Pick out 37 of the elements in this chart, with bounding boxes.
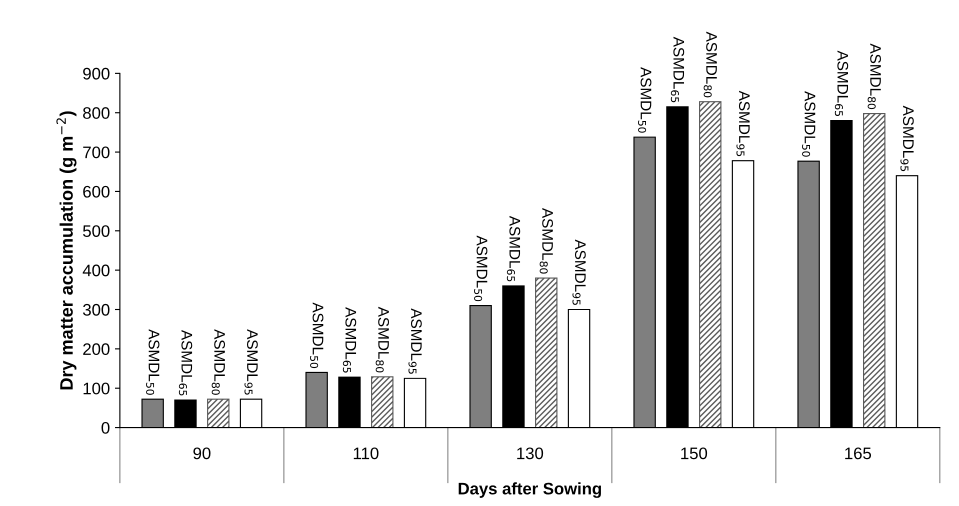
x-tick-label: 165 <box>845 447 872 460</box>
text: ASMDL$_{50}$ <box>638 67 652 133</box>
text: ASMDL$_{95}$ <box>736 90 750 156</box>
y-tick-label: 900 <box>83 68 110 80</box>
y-tick-label: 800 <box>83 107 110 119</box>
x-tick-label: 90 <box>193 447 210 460</box>
text: ASMDL$_{80}$ <box>540 208 553 274</box>
y-tick-label: 100 <box>84 382 110 394</box>
text: ASMDL$_{65}$ <box>342 307 356 373</box>
text: ASMDL$_{80}$ <box>868 43 881 110</box>
x-tick-label: 110 <box>354 447 378 460</box>
y-tick-label: 400 <box>82 264 110 276</box>
text: ASMDL$_{65}$ <box>834 50 848 116</box>
text: ASMDL$_{80}$ <box>704 32 717 98</box>
text: ASMDL$_{95}$ <box>572 239 586 305</box>
y-tick-label: 700 <box>83 146 110 158</box>
text: ASMDL$_{80}$ <box>212 329 226 395</box>
text: ASMDL$_{50}$ <box>802 91 816 157</box>
text: ASMDL$_{95}$ <box>900 106 914 172</box>
text: ASMDL$_{65}$ <box>178 330 192 396</box>
text: ASMDL$_{95}$ <box>408 308 422 374</box>
y-tick-label: 500 <box>83 225 110 237</box>
x-tick-label: 150 <box>681 447 708 460</box>
text: ASMDL$_{95}$ <box>244 329 258 395</box>
y-axis-title: Dry matter accumulation (g m$^{−2}$) <box>56 111 77 390</box>
text: ASMDL$_{50}$ <box>146 329 160 395</box>
y-tick-label: 300 <box>82 304 110 316</box>
text: ASMDL$_{50}$ <box>474 236 488 302</box>
text: ASMDL$_{65}$ <box>670 36 684 102</box>
x-tick-label: 130 <box>517 447 544 460</box>
text: ASMDL$_{65}$ <box>506 216 520 282</box>
text: ASMDL$_{80}$ <box>376 306 389 372</box>
x-axis-title: Days after Sowing <box>458 482 601 498</box>
text: ASMDL$_{50}$ <box>310 302 324 368</box>
y-tick-label: 600 <box>83 186 110 198</box>
y-tick-label: 0 <box>102 422 110 434</box>
y-tick-label: 200 <box>83 343 110 356</box>
